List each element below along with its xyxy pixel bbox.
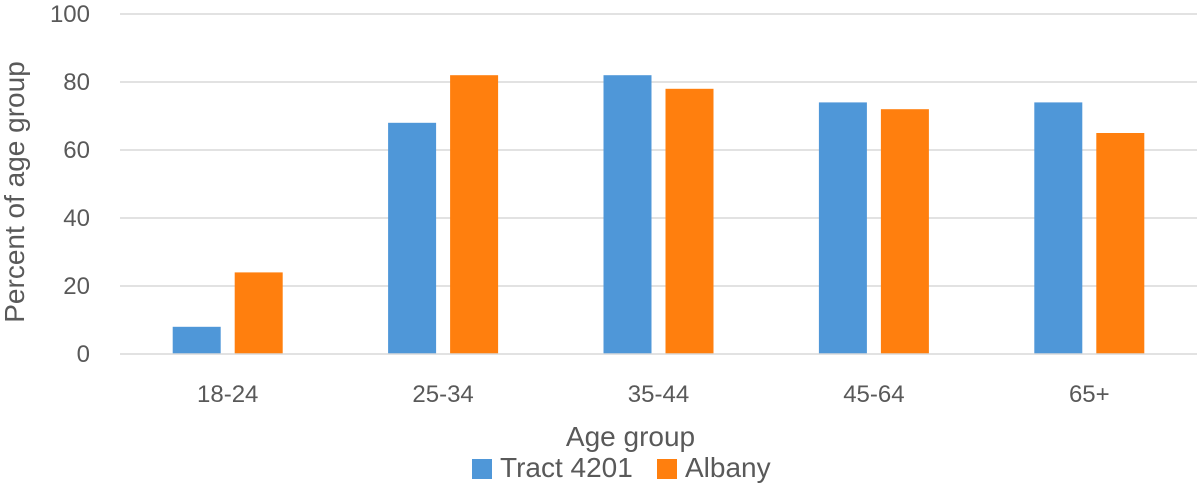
bar-albany-45-64 bbox=[880, 109, 929, 354]
x-axis-title: Age group bbox=[566, 421, 695, 452]
bars bbox=[172, 75, 1145, 355]
x-tick-label: 65+ bbox=[1069, 381, 1110, 408]
bar-albany-18-24 bbox=[234, 272, 283, 354]
y-tick-label: 20 bbox=[63, 273, 90, 300]
bar-tract-4201-45-64 bbox=[818, 102, 867, 355]
bar-albany-25-34 bbox=[450, 75, 499, 354]
bar-tract-4201-35-44 bbox=[603, 75, 652, 354]
legend-swatch bbox=[657, 459, 677, 479]
y-tick-label: 0 bbox=[77, 341, 90, 368]
legend: Tract 4201 Albany bbox=[472, 452, 771, 483]
y-tick-label: 40 bbox=[63, 205, 90, 232]
x-tick-label: 18-24 bbox=[197, 381, 258, 408]
bar-tract-4201-18-24 bbox=[172, 326, 221, 354]
y-axis-ticks: 0 20 40 60 80 100 bbox=[50, 1, 90, 368]
legend-swatch bbox=[472, 459, 492, 479]
bar-tract-4201-25-34 bbox=[388, 122, 437, 354]
y-tick-label: 100 bbox=[50, 1, 90, 28]
bar-albany-65+ bbox=[1096, 133, 1145, 354]
x-tick-label: 35-44 bbox=[628, 381, 689, 408]
x-tick-label: 45-64 bbox=[843, 381, 904, 408]
bar-albany-35-44 bbox=[665, 88, 714, 355]
y-tick-label: 80 bbox=[63, 69, 90, 96]
gridlines bbox=[120, 13, 1197, 287]
y-axis-title: Percent of age group bbox=[0, 61, 30, 323]
x-axis-ticks: 18-24 25-34 35-44 45-64 65+ bbox=[197, 381, 1110, 408]
legend-label: Albany bbox=[685, 452, 771, 483]
y-tick-label: 60 bbox=[63, 137, 90, 164]
x-tick-label: 25-34 bbox=[412, 381, 473, 408]
bar-tract-4201-65+ bbox=[1034, 102, 1083, 355]
legend-label: Tract 4201 bbox=[500, 452, 633, 483]
